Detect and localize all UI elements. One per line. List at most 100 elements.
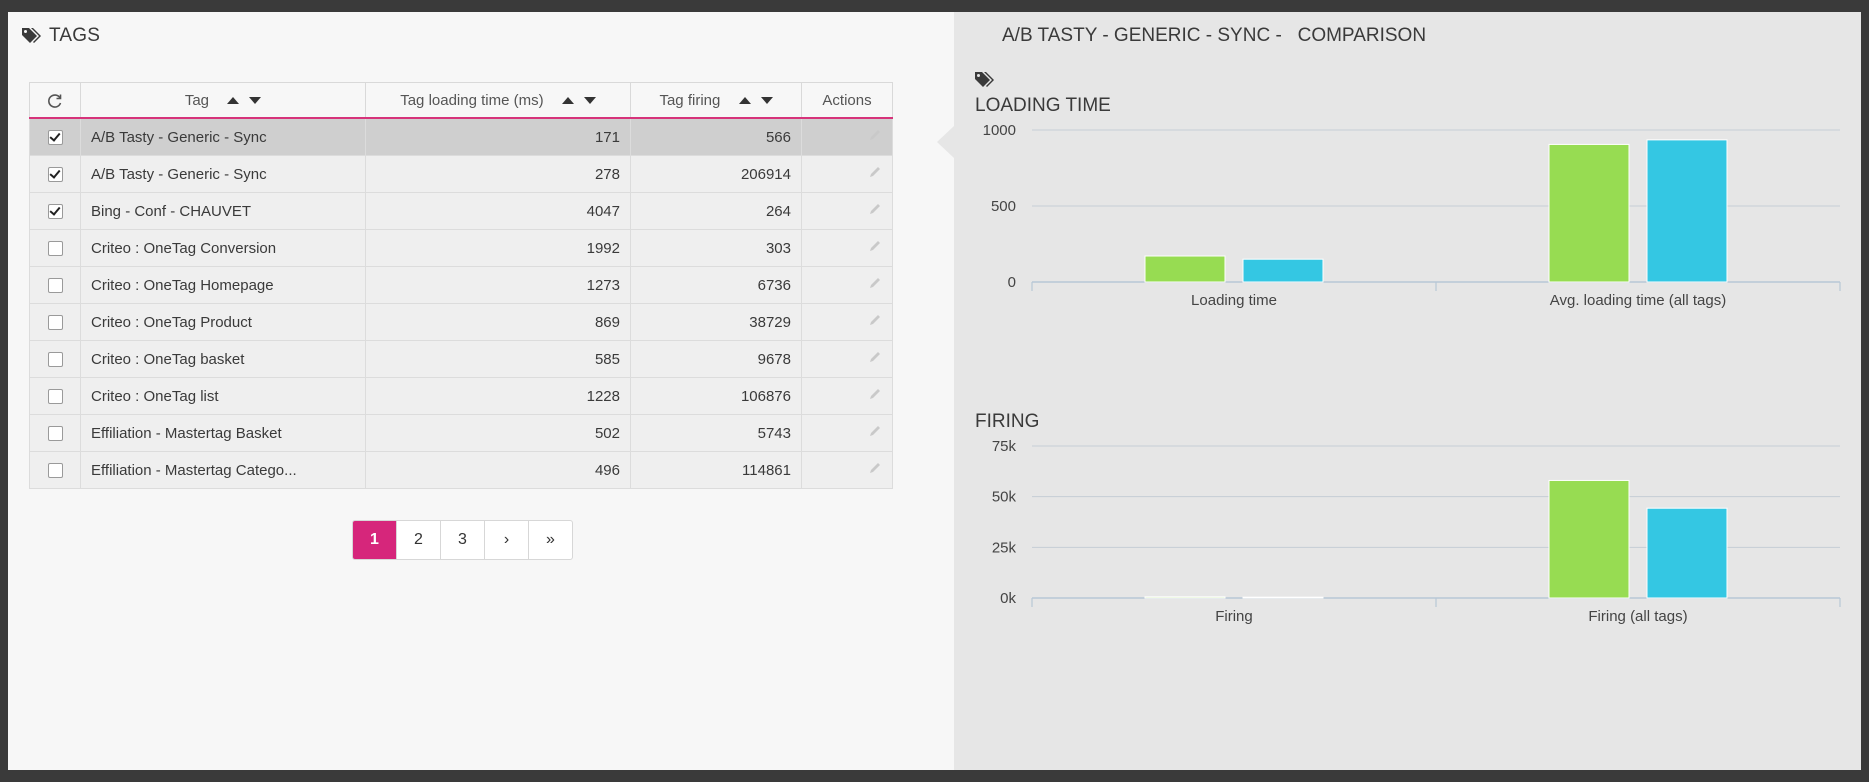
edit-pencil-icon[interactable] <box>868 350 882 364</box>
edit-pencil-icon[interactable] <box>868 165 882 179</box>
table-row[interactable]: Criteo : OneTag list 1228 106876 <box>29 377 893 415</box>
edit-pencil-icon[interactable] <box>868 202 882 216</box>
tags-table: Tag Tag loading time (ms) Tag firing Act… <box>29 82 893 489</box>
edit-pencil-icon[interactable] <box>868 424 882 438</box>
sort-asc-icon[interactable] <box>738 97 751 105</box>
actions-cell <box>801 155 893 193</box>
column-header-actions: Actions <box>801 82 893 119</box>
refresh-icon[interactable] <box>47 93 63 109</box>
page-1-button[interactable]: 1 <box>353 521 397 559</box>
tags-icon <box>974 26 994 87</box>
row-checkbox-cell[interactable] <box>29 414 81 452</box>
loading-time-cell: 502 <box>365 414 631 452</box>
row-checkbox[interactable] <box>47 352 63 368</box>
column-header-loading-time[interactable]: Tag loading time (ms) <box>365 82 631 119</box>
edit-pencil-icon[interactable] <box>868 239 882 253</box>
comparison-panel-header: A/B TASTY - GENERIC - SYNC - COMPARISON <box>974 24 1426 87</box>
sort-desc-icon[interactable] <box>583 97 596 105</box>
row-checkbox[interactable] <box>47 463 63 479</box>
row-checkbox-cell[interactable] <box>29 117 81 156</box>
firing-cell: 6736 <box>630 266 802 304</box>
tag-name-cell: Effiliation - Mastertag Catego... <box>80 451 366 489</box>
row-checkbox[interactable] <box>47 241 63 257</box>
loading-time-cell: 4047 <box>365 192 631 230</box>
table-row[interactable]: Effiliation - Mastertag Catego... 496 1148… <box>29 451 893 489</box>
row-checkbox[interactable] <box>47 426 63 442</box>
table-row[interactable]: A/B Tasty - Generic - Sync 171 566 <box>29 117 893 156</box>
edit-pencil-icon[interactable] <box>868 128 882 142</box>
actions-cell <box>801 266 893 304</box>
tags-panel-header: TAGS <box>21 24 100 48</box>
y-tick-label: 50k <box>992 489 1017 506</box>
loading-time-cell: 585 <box>365 340 631 378</box>
refresh-header[interactable] <box>29 82 81 119</box>
edit-pencil-icon[interactable] <box>868 313 882 327</box>
chart-bar <box>1242 596 1324 599</box>
table-row[interactable]: Effiliation - Mastertag Basket 502 5743 <box>29 414 893 452</box>
edit-pencil-icon[interactable] <box>868 387 882 401</box>
chart-bar <box>1548 479 1630 599</box>
row-checkbox-cell[interactable] <box>29 303 81 341</box>
loading-time-cell: 869 <box>365 303 631 341</box>
table-row[interactable]: Criteo : OneTag basket 585 9678 <box>29 340 893 378</box>
tag-name-cell: Criteo : OneTag Conversion <box>80 229 366 267</box>
row-checkbox[interactable] <box>47 389 63 405</box>
sort-asc-icon[interactable] <box>227 97 240 105</box>
table-row[interactable]: Criteo : OneTag Conversion 1992 303 <box>29 229 893 267</box>
y-tick-label: 0k <box>1000 590 1016 607</box>
edit-pencil-icon[interactable] <box>868 461 882 475</box>
actions-cell <box>801 303 893 341</box>
firing-cell: 114861 <box>630 451 802 489</box>
table-row[interactable]: Criteo : OneTag Homepage 1273 6736 <box>29 266 893 304</box>
y-tick-label: 500 <box>991 198 1016 215</box>
row-checkbox-cell[interactable] <box>29 192 81 230</box>
table-header-row: Tag Tag loading time (ms) Tag firing Act… <box>29 82 893 119</box>
firing-cell: 106876 <box>630 377 802 415</box>
row-checkbox-cell[interactable] <box>29 451 81 489</box>
page-3-button[interactable]: 3 <box>441 521 485 559</box>
firing-cell: 38729 <box>630 303 802 341</box>
sort-desc-icon[interactable] <box>249 97 262 105</box>
x-category-label: Firing <box>1215 608 1253 625</box>
app-frame: TAGS Tag Tag load <box>8 12 1861 770</box>
chart-bar <box>1646 507 1728 599</box>
row-checkbox-cell[interactable] <box>29 266 81 304</box>
actions-cell <box>801 377 893 415</box>
edit-pencil-icon[interactable] <box>868 276 882 290</box>
chart-bar <box>1548 143 1630 283</box>
next-page-button[interactable]: › <box>485 521 529 559</box>
x-category-label: Avg. loading time (all tags) <box>1550 292 1726 309</box>
last-page-button[interactable]: » <box>546 531 555 548</box>
row-checkbox[interactable] <box>47 204 63 220</box>
row-checkbox-cell[interactable] <box>29 340 81 378</box>
column-header-tag[interactable]: Tag <box>80 82 366 119</box>
row-checkbox-cell[interactable] <box>29 155 81 193</box>
firing-cell: 566 <box>630 117 802 156</box>
firing-cell: 9678 <box>630 340 802 378</box>
sort-desc-icon[interactable] <box>760 97 773 105</box>
tag-name-cell: A/B Tasty - Generic - Sync <box>80 117 366 156</box>
chart-bar <box>1144 596 1226 599</box>
firing-cell: 5743 <box>630 414 802 452</box>
tag-name-cell: Bing - Conf - CHAUVET <box>80 192 366 230</box>
row-checkbox[interactable] <box>47 167 63 183</box>
y-tick-label: 1000 <box>983 122 1016 139</box>
column-header-firing[interactable]: Tag firing <box>630 82 802 119</box>
y-tick-label: 25k <box>992 539 1017 556</box>
page-2-button[interactable]: 2 <box>397 521 441 559</box>
row-checkbox[interactable] <box>47 130 63 146</box>
table-row[interactable]: A/B Tasty - Generic - Sync 278 206914 <box>29 155 893 193</box>
sort-asc-icon[interactable] <box>561 97 574 105</box>
table-row[interactable]: Criteo : OneTag Product 869 38729 <box>29 303 893 341</box>
row-checkbox-cell[interactable] <box>29 229 81 267</box>
firing-cell: 206914 <box>630 155 802 193</box>
comparison-panel: A/B TASTY - GENERIC - SYNC - COMPARISON … <box>937 12 1861 770</box>
row-checkbox[interactable] <box>47 315 63 331</box>
tag-name-cell: Criteo : OneTag basket <box>80 340 366 378</box>
row-checkbox-cell[interactable] <box>29 377 81 415</box>
y-tick-label: 75k <box>992 438 1017 455</box>
tags-panel: TAGS Tag Tag load <box>8 12 954 770</box>
row-checkbox[interactable] <box>47 278 63 294</box>
table-row[interactable]: Bing - Conf - CHAUVET 4047 264 <box>29 192 893 230</box>
chart-bar <box>1242 258 1324 283</box>
